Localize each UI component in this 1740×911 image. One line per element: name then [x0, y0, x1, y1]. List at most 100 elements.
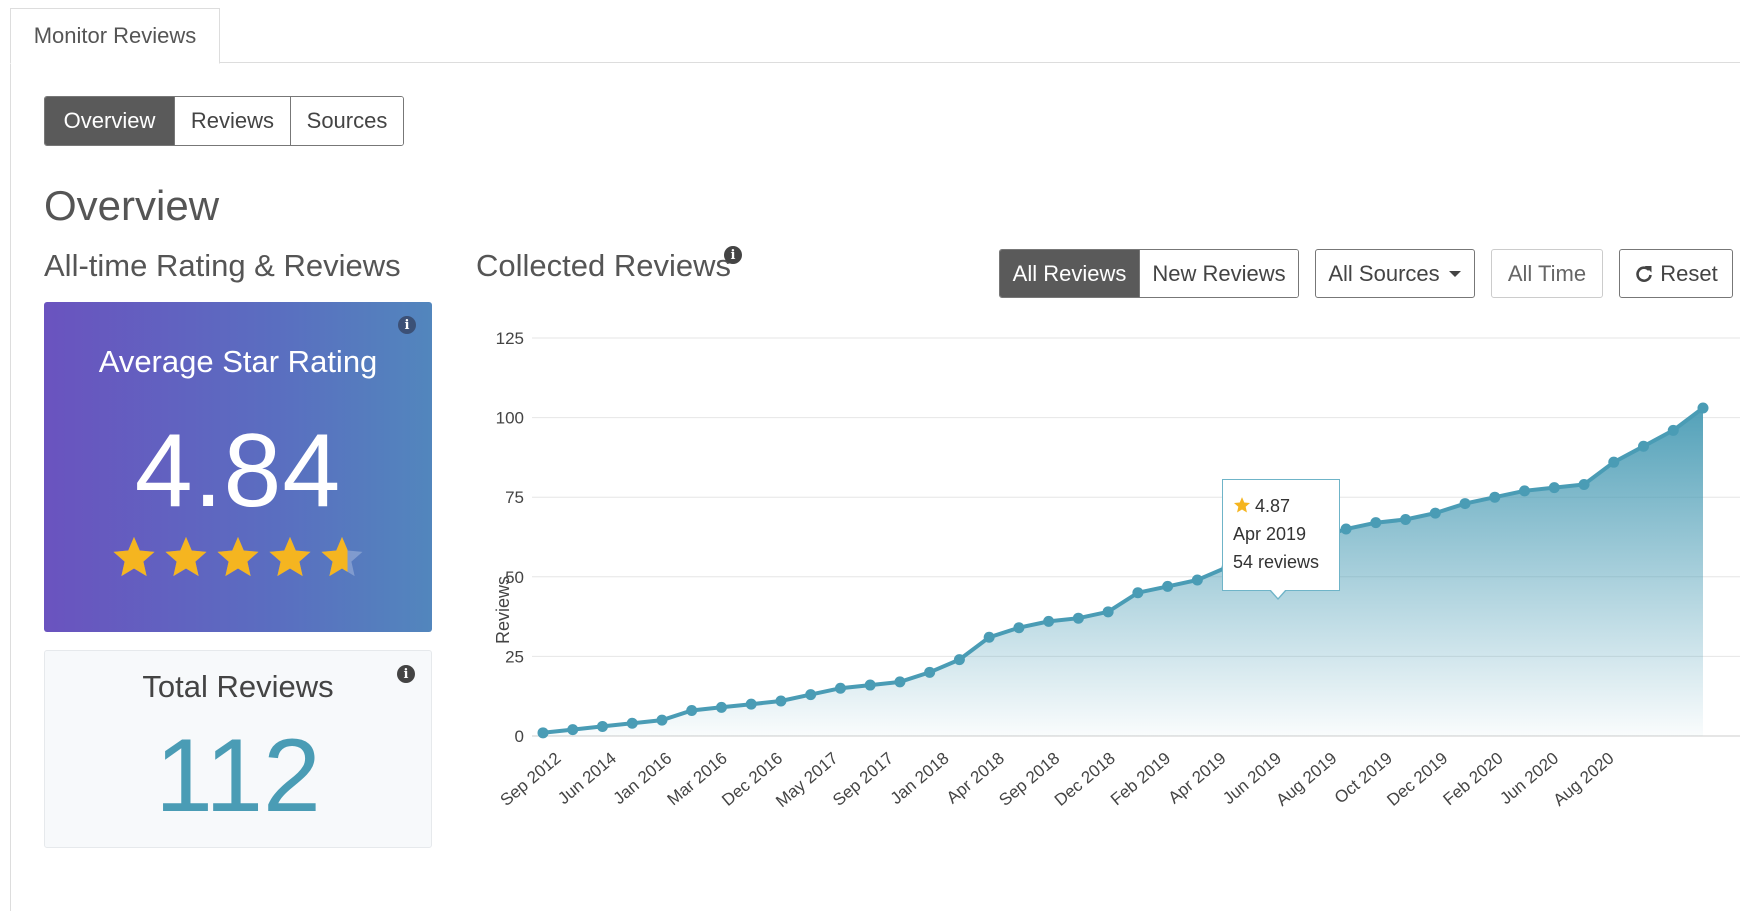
star-icon: [267, 534, 313, 580]
data-point[interactable]: [983, 631, 995, 643]
chart-area: [543, 408, 1703, 736]
data-point[interactable]: [1043, 615, 1055, 627]
tooltip-rating-row: 4.87: [1233, 492, 1329, 520]
data-point[interactable]: [1132, 587, 1144, 599]
all-time-button[interactable]: All Time: [1491, 249, 1603, 298]
chart-tooltip: 4.87 Apr 2019 54 reviews: [1222, 479, 1340, 600]
y-axis-label: Reviews: [493, 576, 513, 644]
star-icon: [319, 534, 365, 580]
x-tick-label: Dec 2018: [1051, 749, 1119, 810]
x-tick-label: Sep 2012: [497, 749, 565, 810]
view-tabs: Overview Reviews Sources: [44, 96, 404, 146]
all-reviews-button[interactable]: All Reviews: [1000, 250, 1140, 297]
data-point[interactable]: [1638, 440, 1650, 452]
info-icon[interactable]: i: [397, 665, 415, 683]
data-point[interactable]: [1459, 498, 1471, 510]
x-tick-label: Jan 2016: [610, 749, 676, 809]
star-icon: [1233, 497, 1251, 513]
data-point[interactable]: [924, 666, 936, 678]
info-icon[interactable]: i: [724, 246, 742, 264]
new-reviews-button[interactable]: New Reviews: [1140, 250, 1298, 297]
data-point[interactable]: [1578, 478, 1590, 490]
x-tick-label: Aug 2019: [1272, 749, 1340, 810]
data-point[interactable]: [864, 679, 876, 691]
data-point[interactable]: [686, 705, 698, 717]
data-point[interactable]: [1667, 424, 1679, 436]
alltime-heading: All-time Rating & Reviews: [44, 248, 401, 283]
caret-down-icon: [1448, 270, 1461, 277]
x-tick-label: Sep 2017: [829, 749, 897, 810]
data-point[interactable]: [1013, 622, 1025, 634]
star-icon: [111, 534, 157, 580]
x-tick-label: May 2017: [772, 749, 841, 812]
page-tab-monitor-reviews[interactable]: Monitor Reviews: [10, 8, 220, 64]
data-point[interactable]: [745, 698, 757, 710]
y-tick-label: 0: [515, 727, 524, 746]
tooltip-rating: 4.87: [1255, 496, 1291, 516]
star-icon: [215, 534, 261, 580]
data-point[interactable]: [1370, 517, 1382, 529]
tooltip-reviews: 54 reviews: [1233, 552, 1320, 572]
data-point[interactable]: [1340, 523, 1352, 535]
average-rating-card: i Average Star Rating 4.84: [44, 302, 432, 632]
data-point[interactable]: [1191, 574, 1203, 586]
x-tick-label: Sep 2018: [995, 749, 1063, 810]
average-rating-value: 4.84: [134, 413, 342, 529]
data-point[interactable]: [626, 717, 638, 729]
x-tick-label: Aug 2020: [1550, 749, 1618, 810]
x-tick-label: Jun 2014: [554, 749, 620, 809]
page-title: Overview: [44, 182, 220, 229]
data-point[interactable]: [1102, 606, 1114, 618]
data-point[interactable]: [1489, 491, 1501, 503]
tooltip-date: Apr 2019: [1233, 524, 1307, 544]
sources-dropdown[interactable]: All Sources: [1315, 249, 1475, 298]
y-tick-label: 50: [505, 568, 524, 587]
sources-dropdown-label: All Sources: [1328, 260, 1440, 286]
tooltip-arrow: [1269, 589, 1287, 600]
tab-divider: [220, 62, 1740, 63]
tab-reviews[interactable]: Reviews: [175, 97, 291, 145]
total-reviews-value: 112: [155, 718, 321, 834]
data-point[interactable]: [1400, 513, 1412, 525]
x-tick-label: Dec 2019: [1383, 749, 1451, 810]
data-point[interactable]: [1608, 456, 1620, 468]
data-point[interactable]: [894, 676, 906, 688]
data-point[interactable]: [596, 720, 608, 732]
data-point[interactable]: [1697, 402, 1709, 414]
average-rating-label: Average Star Rating: [98, 344, 378, 379]
data-point[interactable]: [715, 701, 727, 713]
y-tick-label: 100: [496, 409, 524, 428]
x-tick-label: Mar 2016: [664, 749, 731, 810]
tab-sources[interactable]: Sources: [291, 97, 403, 145]
data-point[interactable]: [953, 654, 965, 666]
y-tick-label: 125: [496, 329, 524, 348]
redo-icon: [1636, 265, 1653, 282]
data-point[interactable]: [567, 724, 579, 736]
data-point[interactable]: [775, 695, 787, 707]
page-tab-label: Monitor Reviews: [33, 23, 197, 48]
collected-heading: Collected Reviews: [476, 248, 731, 283]
x-tick-label: Jan 2018: [887, 749, 953, 809]
y-tick-label: 25: [505, 647, 524, 666]
total-reviews-card: i Total Reviews 112: [44, 650, 432, 848]
data-point[interactable]: [805, 689, 817, 701]
info-icon[interactable]: i: [398, 316, 416, 334]
data-point[interactable]: [1429, 507, 1441, 519]
data-point[interactable]: [834, 682, 846, 694]
data-point[interactable]: [1519, 485, 1531, 497]
y-tick-label: 75: [505, 488, 524, 507]
x-tick-label: Feb 2019: [1107, 749, 1174, 810]
data-point[interactable]: [656, 714, 668, 726]
data-point[interactable]: [1072, 612, 1084, 624]
page-border: [10, 64, 11, 911]
data-point[interactable]: [1162, 580, 1174, 592]
data-point[interactable]: [1548, 482, 1560, 494]
chart-line: [542, 406, 1705, 735]
x-tick-label: Apr 2019: [1165, 749, 1230, 808]
reset-button[interactable]: Reset: [1619, 249, 1733, 298]
review-filter-tabs: All Reviews New Reviews: [999, 249, 1299, 298]
all-time-label: All Time: [1507, 260, 1587, 286]
tab-overview[interactable]: Overview: [45, 97, 175, 145]
data-point[interactable]: [537, 727, 549, 739]
